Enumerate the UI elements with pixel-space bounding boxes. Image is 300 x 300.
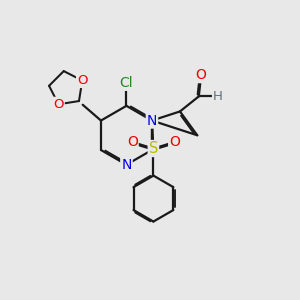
Text: S: S xyxy=(149,141,158,156)
Text: O: O xyxy=(127,135,138,149)
Text: O: O xyxy=(53,98,64,111)
Text: O: O xyxy=(77,74,88,87)
Text: O: O xyxy=(169,135,180,149)
Text: O: O xyxy=(196,68,207,82)
Text: N: N xyxy=(121,158,132,172)
Text: Cl: Cl xyxy=(120,76,133,90)
Text: N: N xyxy=(147,114,157,128)
Text: H: H xyxy=(213,90,223,103)
